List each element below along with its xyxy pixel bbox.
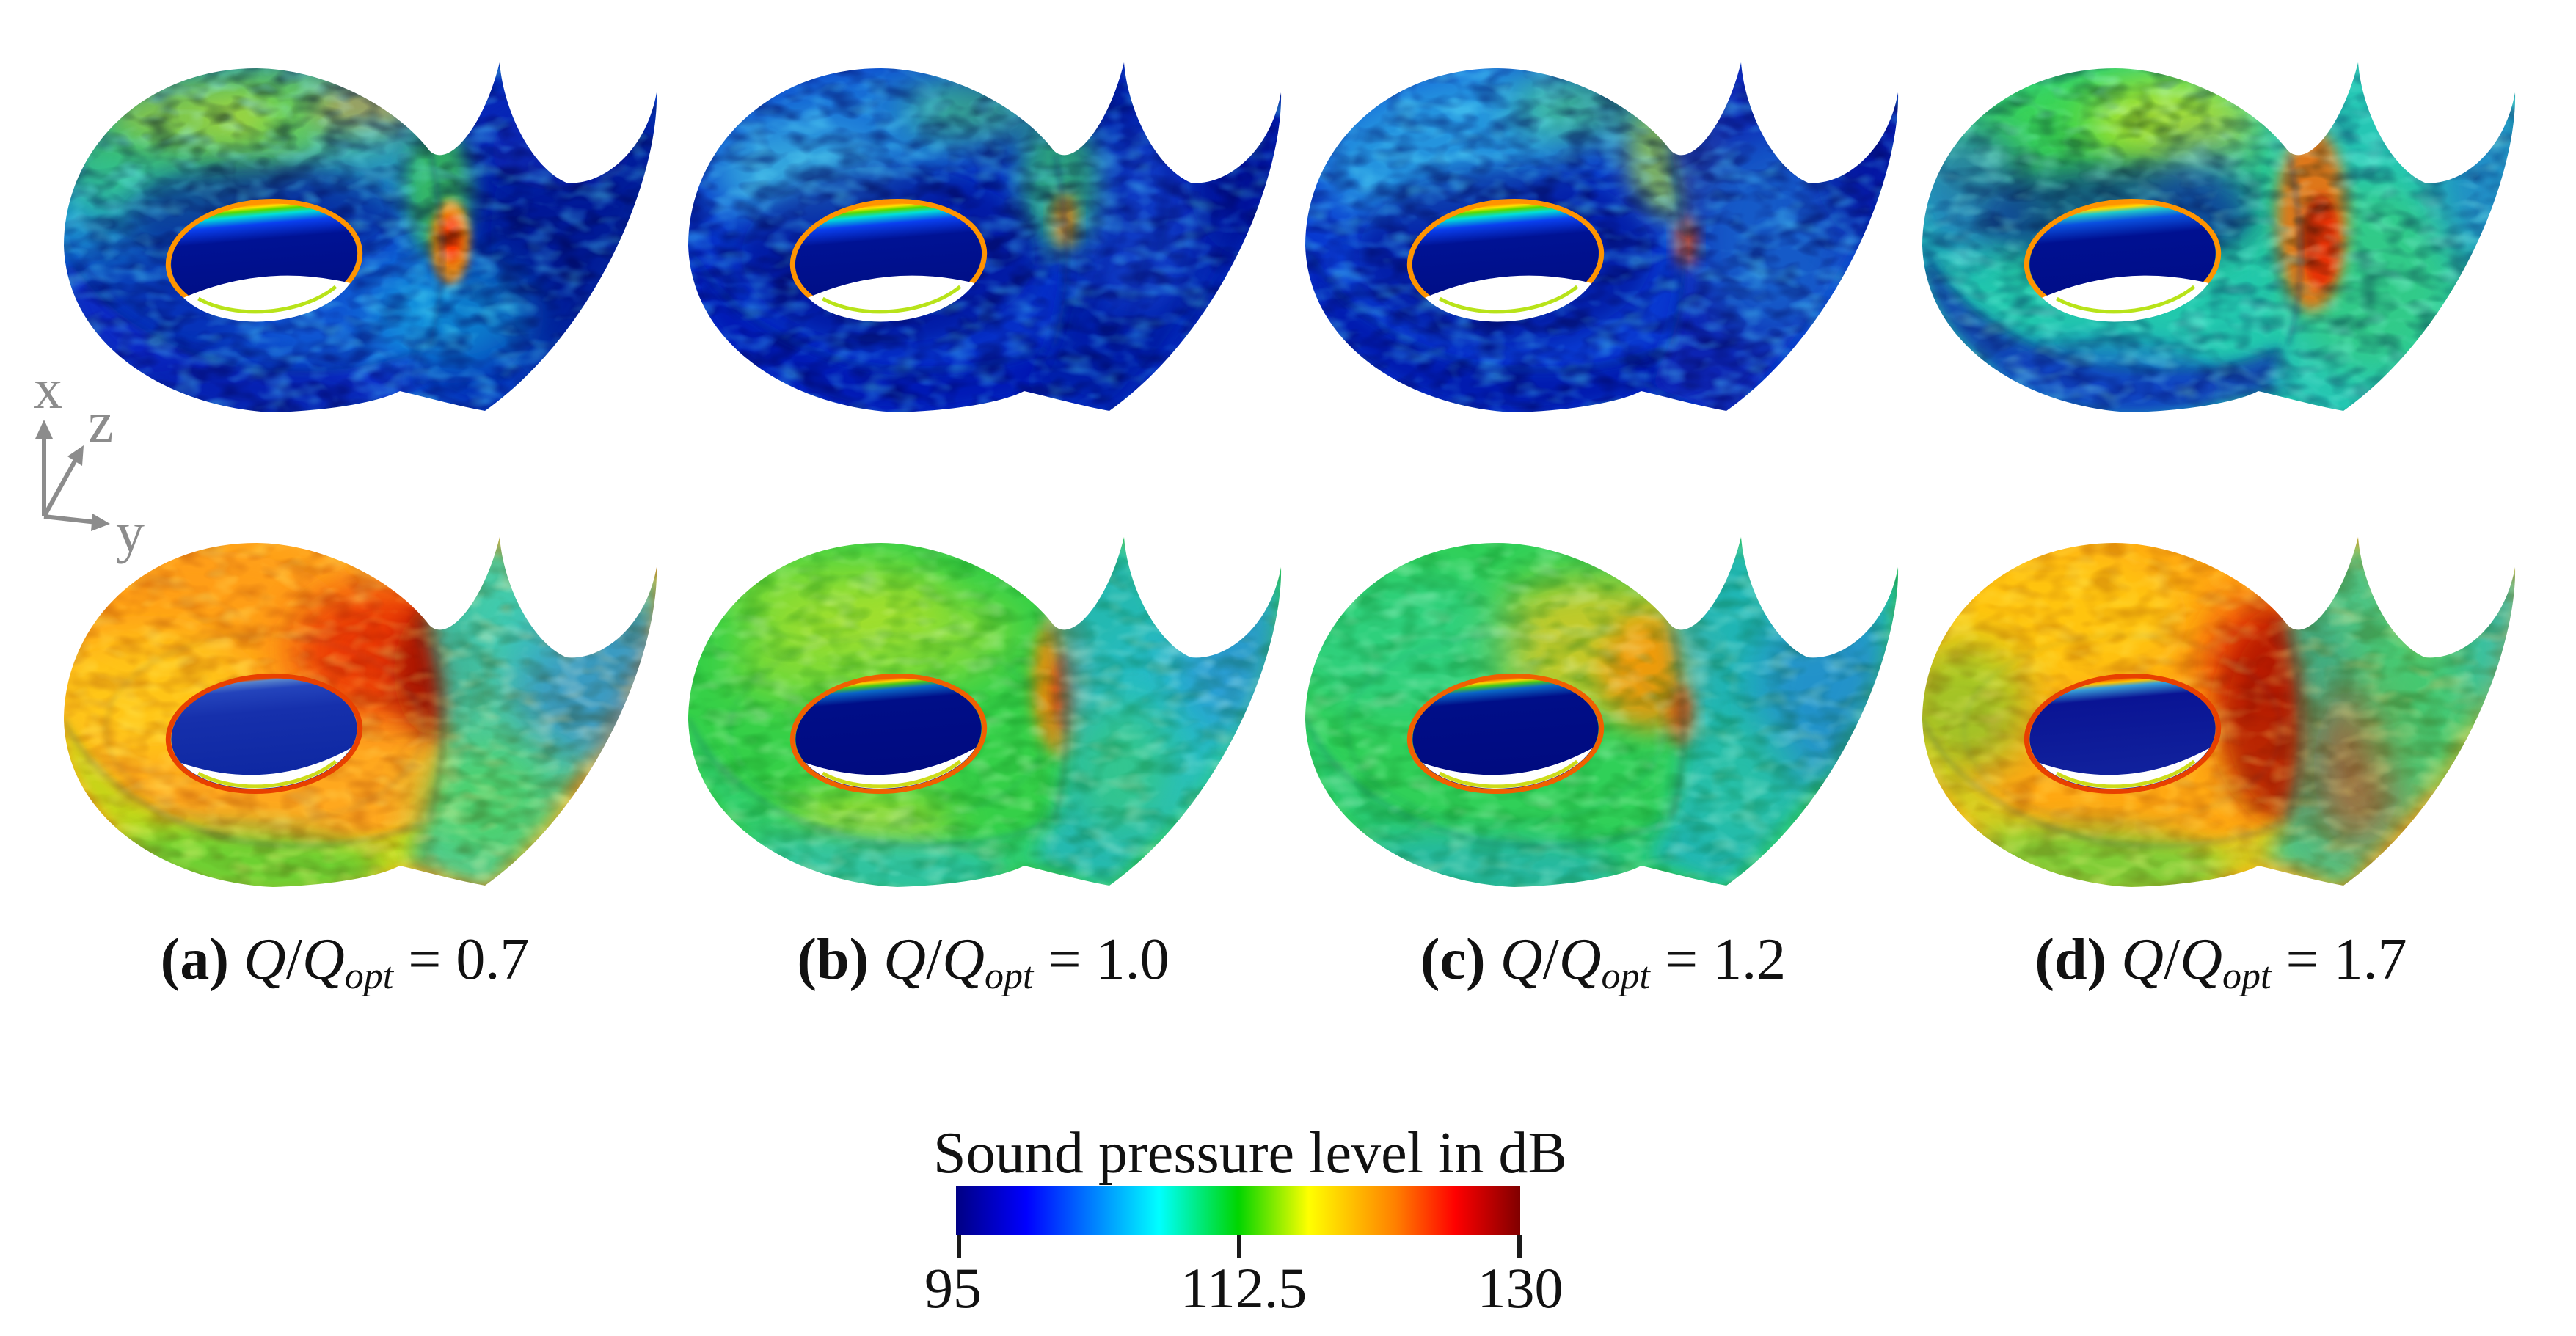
svg-text:95: 95 [924,1256,982,1320]
svg-text:z: z [88,390,114,454]
svg-text:Sound pressure level in dB: Sound pressure level in dB [933,1121,1567,1186]
svg-text:(c) Q/Qopt = 1.2: (c) Q/Qopt = 1.2 [1420,927,1786,997]
svg-text:(d) Q/Qopt = 1.7: (d) Q/Qopt = 1.7 [2035,927,2407,997]
svg-text:x: x [34,357,62,420]
svg-text:112.5: 112.5 [1181,1256,1307,1320]
svg-text:(a) Q/Qopt = 0.7: (a) Q/Qopt = 0.7 [161,927,530,997]
svg-text:(b) Q/Qopt = 1.0: (b) Q/Qopt = 1.0 [797,927,1169,997]
svg-text:y: y [116,500,145,564]
svg-text:130: 130 [1478,1256,1564,1320]
